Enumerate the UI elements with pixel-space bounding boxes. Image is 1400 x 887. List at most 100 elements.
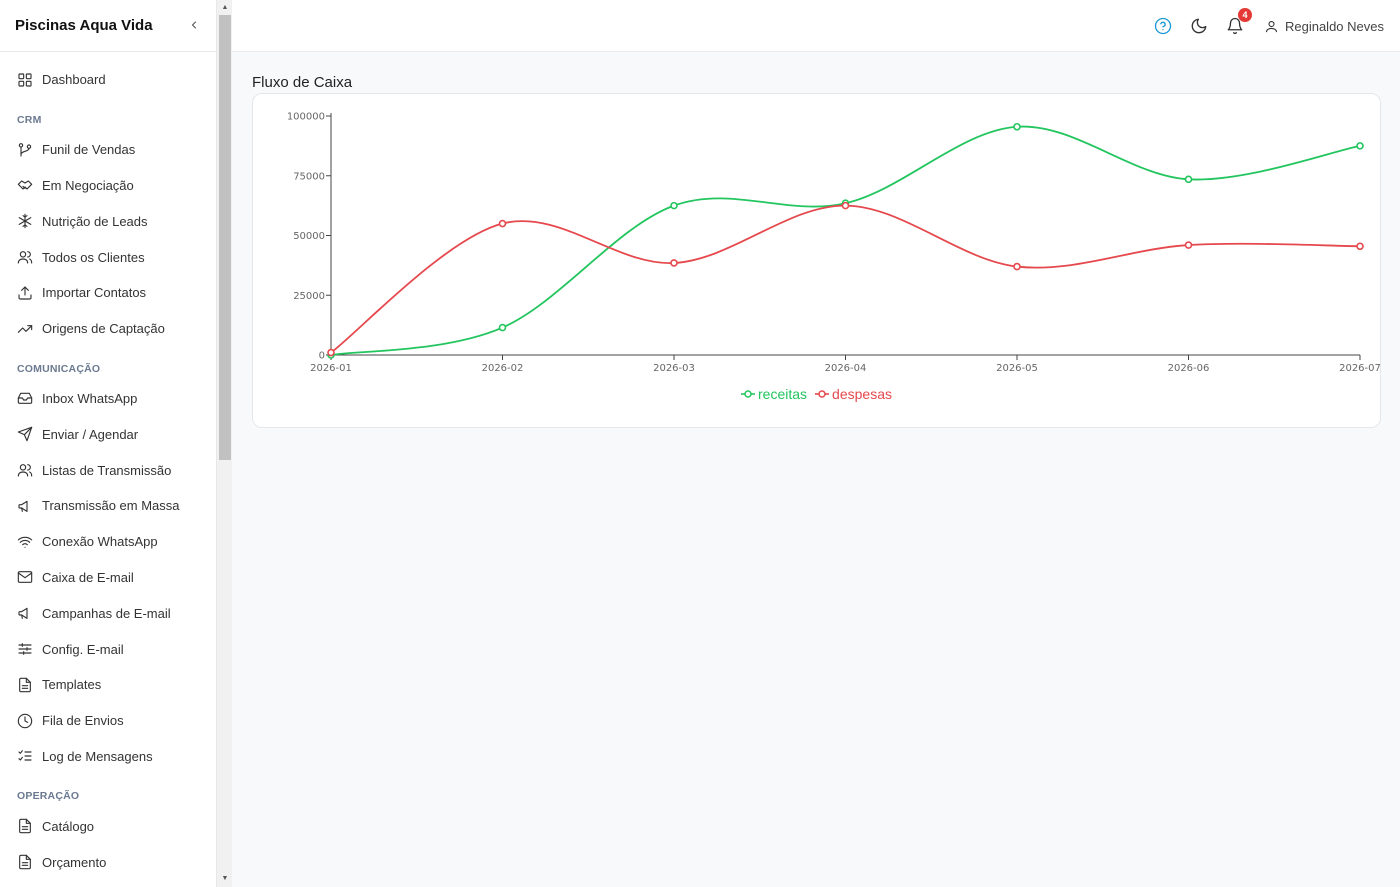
data-point-despesas <box>327 348 335 357</box>
send-icon <box>16 425 34 443</box>
sidebar-item-label: Conexão WhatsApp <box>42 534 158 550</box>
sidebar-item-dashboard[interactable]: Dashboard <box>0 62 216 98</box>
notifications-button[interactable]: 4 <box>1226 8 1252 35</box>
sidebar-item-funil-de-vendas[interactable]: Funil de Vendas <box>0 132 216 168</box>
sidebar-section-comunicação: COMUNICAÇÃO <box>17 362 101 375</box>
sidebar-item-log-de-mensagens[interactable]: Log de Mensagens <box>0 739 216 775</box>
data-point-despesas <box>1184 241 1193 249</box>
sidebar-item-label: Enviar / Agendar <box>42 426 139 442</box>
trending-up-icon <box>16 320 34 338</box>
notification-badge: 4 <box>1237 8 1252 22</box>
wifi-icon <box>16 533 34 551</box>
y-tick-label: 100000 <box>287 112 325 123</box>
help-circle-icon[interactable] <box>1154 17 1172 35</box>
sidebar-item-label: Catálogo <box>42 818 95 834</box>
legend-item-receitas[interactable]: receitas <box>741 386 807 402</box>
sidebar-item-label: Templates <box>42 677 102 693</box>
legend-marker-icon <box>741 390 756 398</box>
sidebar-item-conexao-whatsapp[interactable]: Conexão WhatsApp <box>0 524 216 560</box>
sidebar-item-importar-contatos[interactable]: Importar Contatos <box>0 275 216 311</box>
sidebar-item-origens-de-captacao[interactable]: Origens de Captação <box>0 311 216 347</box>
sidebar-item-nutricao-de-leads[interactable]: Nutrição de Leads <box>0 203 216 239</box>
data-point-receitas <box>498 323 507 332</box>
scroll-up-arrow-icon[interactable]: ▲ <box>221 4 229 11</box>
sidebar-item-inbox-whatsapp[interactable]: Inbox WhatsApp <box>0 381 216 417</box>
legend-marker-icon <box>815 390 830 398</box>
chart-card: 0 25000 50000 75000 100000 2026-01 2026-02 2026… <box>252 93 1381 428</box>
snowflake-icon <box>16 212 34 230</box>
y-tick-label: 0 <box>319 351 325 362</box>
legend-label: despesas <box>832 386 892 402</box>
user-menu[interactable]: Reginaldo Neves <box>1264 19 1384 34</box>
x-tick-label: 2026-02 <box>482 363 524 374</box>
user-icon <box>1264 19 1285 34</box>
sidebar-item-orcamento[interactable]: Orçamento <box>0 844 216 880</box>
sliders-icon <box>16 640 34 658</box>
sidebar-item-label: Campanhas de E-mail <box>42 605 171 621</box>
x-tick-label: 2026-03 <box>653 363 695 374</box>
data-point-despesas <box>841 201 850 210</box>
sidebar-item-label: Fila de Envios <box>42 713 124 729</box>
chevron-left-icon[interactable] <box>188 18 200 34</box>
series-line-despesas <box>330 204 1361 354</box>
data-point-despesas <box>1013 262 1021 271</box>
sidebar-item-campanhas-de-e-mail[interactable]: Campanhas de E-mail <box>0 595 216 631</box>
legend-label: receitas <box>758 386 808 402</box>
sidebar-item-enviar-agendar[interactable]: Enviar / Agendar <box>0 416 216 452</box>
sidebar-item-label: Funil de Vendas <box>42 142 136 158</box>
sidebar-item-em-negociacao[interactable]: Em Negociação <box>0 168 216 204</box>
sidebar-nav: Dashboard CRM Funil de Vendas Em Negociação… <box>0 52 216 880</box>
x-tick-label: 2026-05 <box>996 363 1038 374</box>
sidebar: Piscinas Aqua Vida Dashboard CRM Funil de … <box>0 0 217 887</box>
sidebar-scrollbar[interactable]: ▲ ▼ <box>217 0 232 887</box>
sidebar-item-label: Orçamento <box>42 854 107 870</box>
page-title: Fluxo de Caixa <box>252 74 353 91</box>
sidebar-item-listas-de-transmissao[interactable]: Listas de Transmissão <box>0 452 216 488</box>
user-name: Reginaldo Neves <box>1284 18 1384 34</box>
handshake-icon <box>16 176 34 194</box>
sidebar-item-label: Inbox WhatsApp <box>42 390 138 406</box>
data-point-despesas <box>670 259 678 267</box>
git-branch-icon <box>16 141 34 159</box>
sidebar-item-label: Origens de Captação <box>42 321 165 337</box>
sidebar-item-label: Config. E-mail <box>42 641 124 657</box>
sidebar-item-fila-de-envios[interactable]: Fila de Envios <box>0 703 216 739</box>
data-point-despesas <box>1356 242 1364 251</box>
sidebar-item-config-e-mail[interactable]: Config. E-mail <box>0 631 216 667</box>
y-tick-label: 25000 <box>293 291 325 302</box>
sidebar-item-templates[interactable]: Templates <box>0 667 216 703</box>
file-text-icon <box>16 676 34 694</box>
sidebar-section-crm: CRM <box>17 113 42 126</box>
megaphone-icon <box>16 497 34 515</box>
x-tick-label: 2026-01 <box>310 363 352 374</box>
x-tick-label: 2026-06 <box>1168 363 1210 374</box>
sidebar-item-label: Listas de Transmissão <box>42 462 172 478</box>
y-tick-label: 75000 <box>293 171 325 182</box>
data-point-receitas <box>1013 122 1021 131</box>
file-text-icon <box>16 853 34 871</box>
sidebar-item-caixa-de-e-mail[interactable]: Caixa de E-mail <box>0 560 216 596</box>
bell-icon <box>1226 17 1244 35</box>
data-point-receitas <box>1184 175 1193 184</box>
scroll-down-arrow-icon[interactable]: ▼ <box>221 875 229 882</box>
moon-icon[interactable] <box>1190 17 1208 35</box>
x-tick-label: 2026-07 <box>1339 363 1381 374</box>
sidebar-item-transmissao-em-massa[interactable]: Transmissão em Massa <box>0 488 216 524</box>
sidebar-item-label: Em Negociação <box>42 177 134 193</box>
file-text-icon <box>16 817 34 835</box>
scrollbar-thumb[interactable] <box>219 15 231 460</box>
x-tick-label: 2026-04 <box>825 363 867 374</box>
sidebar-item-label: Caixa de E-mail <box>42 569 134 585</box>
sidebar-item-label: Transmissão em Massa <box>42 498 180 514</box>
sidebar-item-todos-os-clientes[interactable]: Todos os Clientes <box>0 239 216 275</box>
y-tick-label: 50000 <box>293 231 325 242</box>
mail-icon <box>16 568 34 586</box>
upload-icon <box>16 284 34 302</box>
sidebar-item-label: Todos os Clientes <box>42 249 145 265</box>
legend-item-despesas[interactable]: despesas <box>815 386 892 402</box>
list-checks-icon <box>16 747 34 765</box>
sidebar-item-catalogo[interactable]: Catálogo <box>0 808 216 844</box>
sidebar-section-operação: OPERAÇÃO <box>17 790 80 803</box>
chart-legend: receitas despesas <box>253 386 1380 402</box>
clock-icon <box>16 712 34 730</box>
